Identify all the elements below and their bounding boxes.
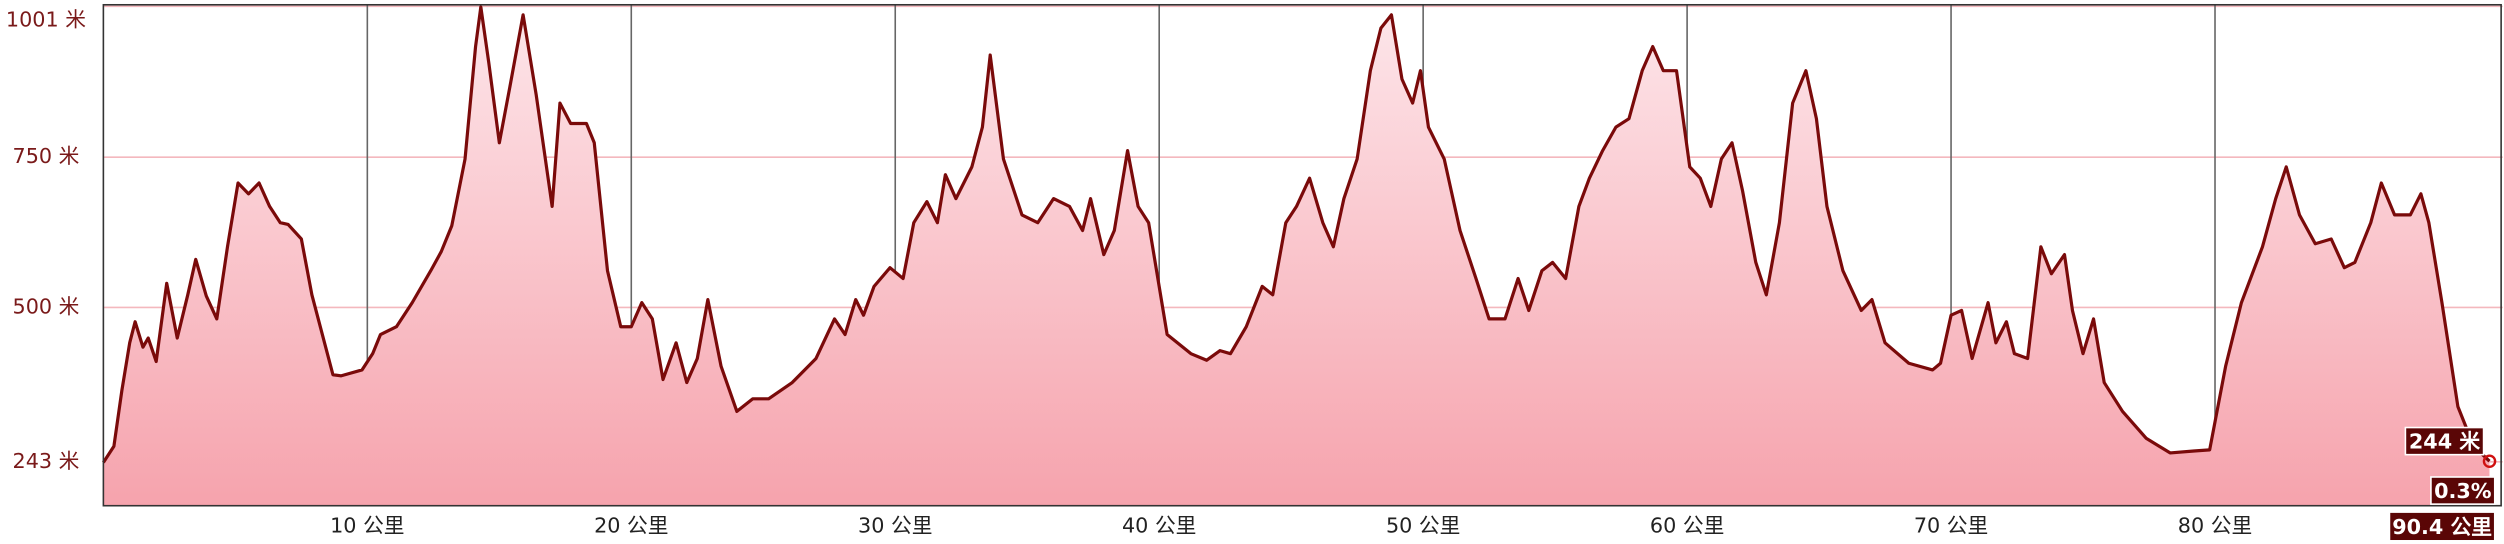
y-tick-label: 243 米 xyxy=(13,449,80,473)
readout-label: 244 米 xyxy=(2409,430,2480,454)
y-tick-label: 1001 米 xyxy=(6,8,86,32)
readout-label: 90.4 公里 xyxy=(2392,515,2492,539)
x-tick-label: 10 公里 xyxy=(330,513,404,537)
readout-box xyxy=(2388,511,2496,542)
readout-label: 0.3% xyxy=(2434,479,2492,503)
y-tick-label: 750 米 xyxy=(13,144,80,168)
x-tick-label: 60 公里 xyxy=(1650,513,1724,537)
y-tick-label: 500 米 xyxy=(13,294,80,318)
x-tick-label: 40 公里 xyxy=(1122,513,1196,537)
position-marker xyxy=(2482,454,2497,469)
plot xyxy=(102,5,2497,506)
x-tick-label: 20 公里 xyxy=(594,513,668,537)
x-tick-label: 70 公里 xyxy=(1914,513,1988,537)
elevation-line xyxy=(102,5,2491,464)
labels: 243 米 500 米 750 米 1001 米 10 公里 20 公里 30 公里 40 公… xyxy=(6,8,2496,542)
x-tick-label: 30 公里 xyxy=(858,513,932,537)
plot-frame xyxy=(102,3,2502,507)
readout-box xyxy=(2430,476,2496,505)
x-tick-label: 50 公里 xyxy=(1386,513,1460,537)
x-tick-label: 80 公里 xyxy=(2178,513,2252,537)
readout-box xyxy=(2404,426,2485,456)
elevation-area xyxy=(103,7,2490,506)
